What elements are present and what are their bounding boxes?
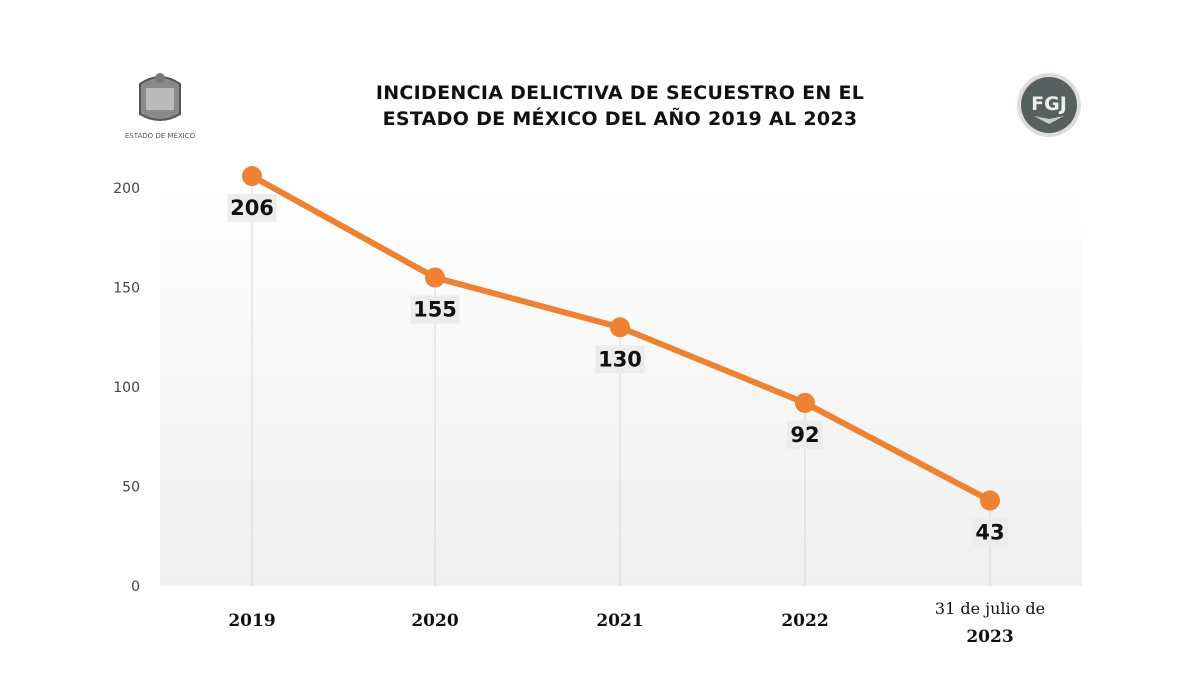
- plot-area: [160, 180, 1082, 586]
- y-tick-label: 0: [131, 579, 140, 595]
- x-tick-label-line1: 31 de julio de: [935, 599, 1045, 618]
- data-label: 92: [790, 423, 819, 447]
- y-tick-label: 50: [122, 480, 140, 496]
- data-label-box: [227, 194, 277, 223]
- x-tick-label: 2019: [228, 611, 275, 631]
- logo-caption: ESTADO DE MÉXICO: [124, 132, 196, 140]
- data-label: 43: [975, 520, 1004, 544]
- data-label-box: [972, 518, 1008, 547]
- y-tick-label: 200: [113, 181, 140, 197]
- title-line-1: INCIDENCIA DELICTIVA DE SECUESTRO EN EL: [375, 82, 865, 104]
- data-point: [980, 490, 1000, 511]
- data-label: 206: [230, 196, 274, 220]
- data-label: 130: [598, 347, 642, 371]
- data-label: 155: [413, 298, 457, 322]
- y-tick-label: 100: [113, 380, 140, 396]
- estado-de-mexico-logo: ESTADO DE MÉXICO: [110, 70, 210, 142]
- data-point: [610, 317, 630, 338]
- data-point: [242, 166, 262, 187]
- fgj-logo: FGJ: [1016, 72, 1082, 142]
- data-point: [795, 392, 815, 413]
- y-tick-label: 150: [113, 281, 140, 297]
- x-tick-label: 2020: [411, 611, 458, 631]
- title-line-2: ESTADO DE MÉXICO DEL AÑO 2019 AL 2023: [382, 108, 858, 130]
- x-tick-label: 2021: [596, 611, 643, 631]
- data-point: [425, 267, 445, 288]
- x-tick-label: 2023: [966, 627, 1013, 647]
- x-tick-label: 2022: [781, 611, 828, 631]
- chart-title: INCIDENCIA DELICTIVA DE SECUESTRO EN EL …: [300, 80, 940, 132]
- fgj-logo-text: FGJ: [1031, 93, 1067, 115]
- data-label-box: [410, 295, 460, 324]
- data-label-box: [787, 420, 823, 449]
- data-label-box: [595, 345, 645, 374]
- coat-of-arms-icon: [139, 73, 181, 121]
